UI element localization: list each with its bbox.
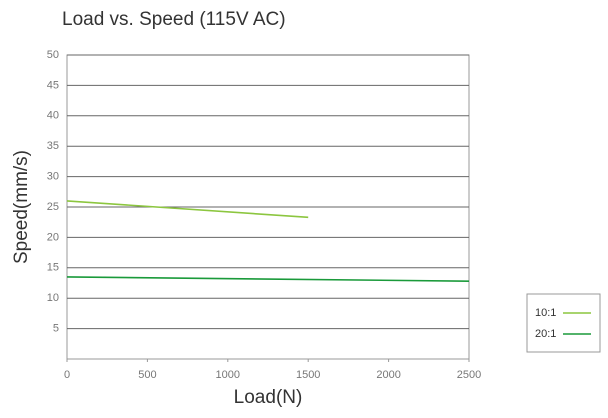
y-tick-label: 35 <box>47 140 59 152</box>
x-tick-label: 1000 <box>216 369 240 381</box>
legend-box <box>526 293 601 353</box>
chart-title: Load vs. Speed (115V AC) <box>62 9 286 30</box>
x-tick-label: 1500 <box>296 369 320 381</box>
x-tick-label: 2500 <box>457 369 481 381</box>
y-tick-label: 30 <box>47 171 59 183</box>
y-tick-label: 50 <box>47 49 59 61</box>
y-axis-label: Speed(mm/s) <box>11 150 32 264</box>
series-line <box>66 200 309 219</box>
x-tick-label: 500 <box>138 369 156 381</box>
y-tick-label: 25 <box>47 201 59 213</box>
y-tick-label: 45 <box>47 79 59 91</box>
x-tick-label: 0 <box>64 369 70 381</box>
y-tick-label: 20 <box>47 231 59 243</box>
y-tick-label: 40 <box>47 110 59 122</box>
y-tick-label: 5 <box>53 323 59 335</box>
legend-label: 20:1 <box>535 328 556 340</box>
y-tick-label: 10 <box>47 292 59 304</box>
series-line <box>66 276 470 282</box>
y-tick-label: 15 <box>47 262 59 274</box>
x-axis-label: Load(N) <box>234 387 303 408</box>
legend-label: 10:1 <box>535 307 556 319</box>
x-tick-label: 2000 <box>376 369 400 381</box>
